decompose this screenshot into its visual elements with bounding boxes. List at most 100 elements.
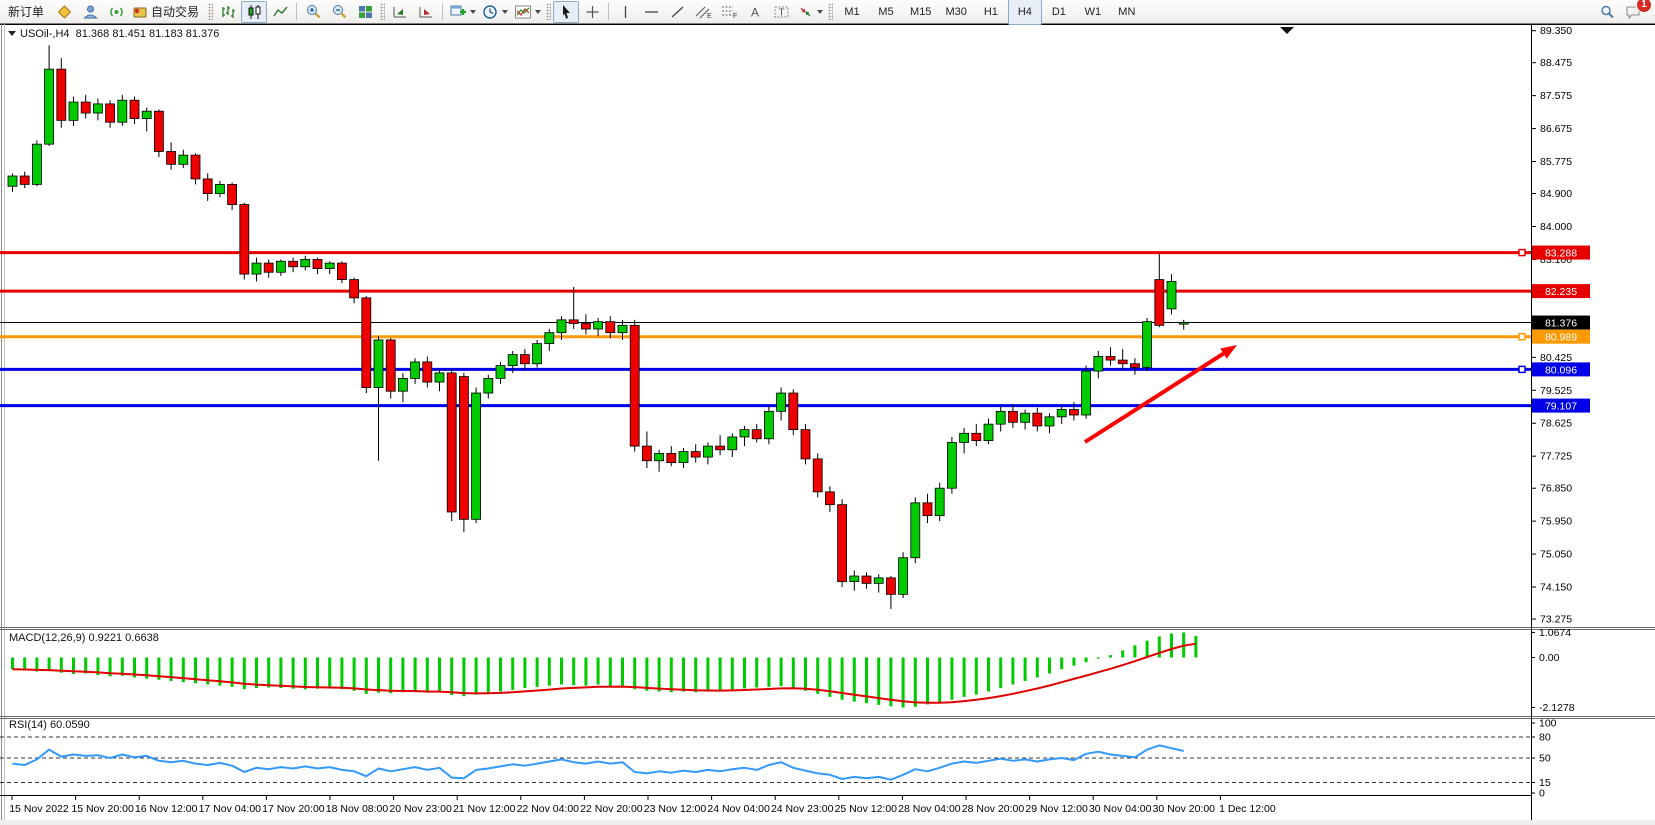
horizontal-line-tool[interactable]	[638, 1, 664, 23]
candle-body	[32, 143, 42, 185]
level-endpoint-marker[interactable]	[1518, 248, 1526, 257]
chevron-down-icon	[817, 9, 824, 14]
axis-tick-label: 100	[1539, 718, 1557, 730]
candlestick-chart-icon[interactable]	[241, 0, 268, 23]
timeframe-m15[interactable]: M15	[910, 5, 932, 18]
candle-body	[983, 423, 994, 442]
candle-body	[117, 99, 128, 123]
time-tick-label: 17 Nov 20:00	[262, 803, 325, 815]
signals-icon[interactable]	[103, 1, 129, 23]
price-badge	[1532, 245, 1590, 260]
candle-body	[1056, 409, 1067, 418]
cursor-tool[interactable]	[553, 0, 580, 23]
candle-body	[959, 432, 969, 443]
zoom-in-icon[interactable]	[300, 1, 326, 23]
time-tick-label: 28 Nov 04:00	[898, 803, 961, 815]
level-endpoint-marker[interactable]	[1518, 365, 1526, 374]
candle-body	[153, 110, 164, 152]
candle-body	[898, 557, 908, 595]
new-chart-button[interactable]	[446, 1, 479, 23]
axis-tick-label: 74.150	[1540, 582, 1572, 594]
axis-tick-label: 75.050	[1540, 549, 1572, 561]
timeframe-group: M1 M5 M15 M30 H1 H4 D1 W1 MN	[835, 0, 1144, 25]
time-tick-label: 18 Nov 08:00	[326, 803, 389, 815]
toolbar-grip[interactable]	[546, 3, 552, 20]
text-label-tool[interactable]: T	[768, 1, 794, 23]
price-axis[interactable]: 89.350 88.475 87.575 86.675 85.775 84.900 84.0…	[1531, 24, 1590, 820]
toolbar-separator	[442, 3, 444, 20]
red-trend-arrow[interactable]	[1083, 351, 1225, 444]
zoom-out-icon[interactable]	[326, 1, 352, 23]
line-chart-icon[interactable]	[267, 1, 293, 23]
candle-body	[214, 184, 225, 194]
candle-body	[764, 410, 774, 440]
candle-body	[666, 453, 677, 463]
time-tick-label: 23 Nov 12:00	[644, 803, 707, 815]
candle-body	[385, 339, 396, 392]
candle-body	[849, 575, 860, 582]
autotrade-button[interactable]: 自动交易	[129, 1, 206, 23]
red-trend-arrow-head[interactable]	[1220, 345, 1237, 359]
chart-shift-marker[interactable]	[1280, 27, 1294, 34]
axis-tick-label: 84.000	[1540, 221, 1572, 233]
macd-signal-line	[12, 642, 1197, 704]
timeframe-mn[interactable]: MN	[1118, 5, 1136, 18]
vertical-line-tool[interactable]	[612, 1, 638, 23]
candle-body	[520, 354, 530, 365]
fibonacci-tool[interactable]: F	[716, 1, 742, 23]
chart-canvas[interactable]: 89.350 88.475 87.575 86.675 85.775 84.900 84.0…	[0, 24, 1655, 825]
candle-body	[93, 103, 103, 114]
accounts-icon[interactable]	[77, 1, 103, 23]
timeframe-h4[interactable]: H4	[1007, 0, 1042, 25]
svg-text:E: E	[707, 13, 712, 20]
chat-button[interactable]: 1	[1620, 0, 1652, 23]
candle-body	[129, 99, 140, 119]
search-icon[interactable]	[1594, 1, 1620, 23]
chevron-down-icon	[502, 9, 509, 14]
level-endpoint-marker[interactable]	[1518, 332, 1526, 341]
price-badge-label: 80.989	[1545, 332, 1577, 344]
notification-badge: 1	[1636, 0, 1652, 13]
axis-tick-label: 0.00	[1539, 652, 1560, 664]
timeframe-h1[interactable]: H1	[983, 5, 998, 18]
timeframe-w1[interactable]: W1	[1084, 5, 1102, 18]
arrows-tool[interactable]	[794, 1, 826, 23]
toolbar-grip[interactable]	[208, 3, 214, 20]
candle-body	[642, 445, 652, 462]
candle-body	[593, 321, 603, 330]
equidistant-channel-tool[interactable]: E	[690, 1, 716, 23]
timeframe-m1[interactable]: M1	[844, 5, 860, 18]
timeframe-m30[interactable]: M30	[945, 5, 967, 18]
candle-body	[1081, 370, 1091, 416]
toolbar-grip[interactable]	[380, 3, 386, 20]
axis-tick-label: 76.850	[1540, 483, 1572, 495]
candle-body	[19, 175, 30, 185]
candle-body	[263, 262, 274, 273]
time-axis[interactable]: 15 Nov 2022 15 Nov 20:00 16 Nov 12:00 17 No…	[9, 795, 1276, 815]
bar-chart-icon[interactable]	[215, 1, 241, 23]
candle-body	[373, 339, 384, 388]
toolbar-grip[interactable]	[828, 3, 834, 20]
crosshair-tool[interactable]	[579, 1, 605, 23]
text-tool[interactable]: A	[742, 1, 768, 23]
axis-tick-label: 79.525	[1540, 385, 1572, 397]
candle-body	[166, 151, 177, 165]
tile-windows-icon[interactable]	[352, 1, 378, 23]
candle-body	[202, 178, 213, 194]
trendline-tool[interactable]	[664, 1, 690, 23]
chart-collapse-icon[interactable]	[8, 31, 16, 36]
candle-body	[422, 361, 433, 383]
rsi-panel	[0, 736, 1531, 783]
timeframe-d1[interactable]: D1	[1051, 5, 1066, 18]
axis-tick-label: -2.1278	[1539, 702, 1575, 714]
indicators-button[interactable]	[511, 1, 544, 23]
price-badge-label: 79.107	[1545, 401, 1577, 413]
candle-body	[495, 365, 506, 379]
market-watch-icon[interactable]	[51, 1, 77, 23]
new-order-button[interactable]: 新订单	[3, 1, 51, 23]
auto-scroll-icon[interactable]	[387, 1, 413, 23]
periods-button[interactable]	[479, 1, 511, 23]
timeframe-m5[interactable]: M5	[878, 5, 894, 18]
chart-shift-icon[interactable]	[413, 1, 439, 23]
candle-body	[1178, 322, 1189, 325]
